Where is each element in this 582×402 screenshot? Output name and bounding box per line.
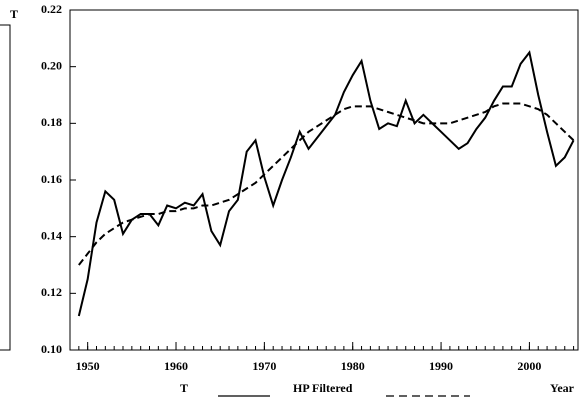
y-tick-label: 0.18	[41, 115, 62, 129]
x-tick-label: 1970	[252, 359, 276, 373]
y-tick-label: 0.10	[41, 342, 62, 356]
series-line	[78, 102, 575, 266]
plot-frame	[69, 9, 579, 351]
x-axis-label: Year	[550, 381, 575, 395]
y-tick-label: 0.22	[41, 2, 62, 16]
legend-label: T	[180, 381, 188, 395]
y-axis-label: T	[10, 7, 18, 21]
x-tick-label: 1950	[76, 359, 100, 373]
y-tick-label: 0.14	[41, 228, 62, 242]
series-line	[77, 50, 575, 317]
y-tick-label: 0.16	[41, 172, 62, 186]
legend-label: HP Filtered	[293, 381, 353, 395]
x-tick-label: 2000	[517, 359, 541, 373]
x-tick-label: 1960	[164, 359, 188, 373]
y-tick-label: 0.20	[41, 58, 62, 72]
x-tick-label: 1990	[429, 359, 453, 373]
x-tick-label: 1980	[341, 359, 365, 373]
y-tick-label: 0.12	[41, 285, 62, 299]
side-panel-edge	[0, 24, 11, 351]
